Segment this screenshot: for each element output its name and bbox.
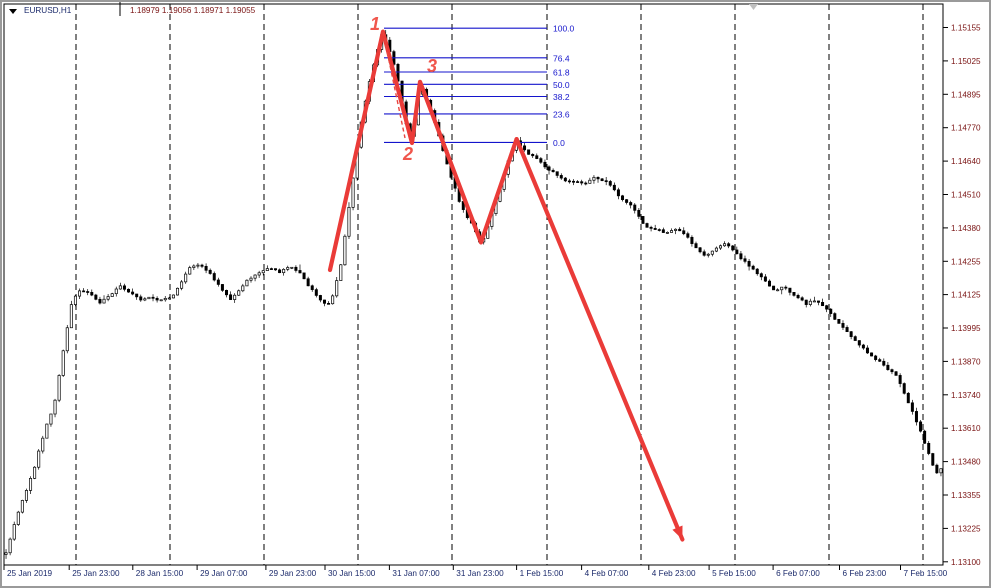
svg-text:50.0: 50.0	[553, 80, 570, 90]
svg-text:29 Jan 23:00: 29 Jan 23:00	[269, 569, 317, 578]
svg-text:1.14895: 1.14895	[951, 90, 981, 99]
svg-text:1.14125: 1.14125	[951, 291, 981, 300]
svg-text:1.13995: 1.13995	[951, 324, 981, 333]
svg-text:1.13870: 1.13870	[951, 357, 981, 366]
svg-text:1.13610: 1.13610	[951, 424, 981, 433]
svg-text:61.8: 61.8	[553, 68, 570, 78]
svg-text:25 Jan 2019: 25 Jan 2019	[7, 569, 53, 578]
svg-text:5 Feb 15:00: 5 Feb 15:00	[712, 569, 756, 578]
svg-text:EURUSD,H1: EURUSD,H1	[24, 6, 72, 15]
svg-text:31 Jan 07:00: 31 Jan 07:00	[392, 569, 440, 578]
svg-text:100.0: 100.0	[553, 24, 575, 34]
svg-text:1.18979 1.19056 1.18971 1.1905: 1.18979 1.19056 1.18971 1.19055	[130, 6, 256, 15]
svg-text:1.14770: 1.14770	[951, 124, 981, 133]
svg-text:0.0: 0.0	[553, 138, 565, 148]
svg-text:1.14640: 1.14640	[951, 157, 981, 166]
svg-text:1: 1	[370, 14, 380, 34]
svg-text:30 Jan 15:00: 30 Jan 15:00	[328, 569, 376, 578]
svg-text:1.14380: 1.14380	[951, 224, 981, 233]
svg-text:1.13740: 1.13740	[951, 391, 981, 400]
svg-text:6 Feb 07:00: 6 Feb 07:00	[776, 569, 820, 578]
svg-text:7 Feb 15:00: 7 Feb 15:00	[904, 569, 948, 578]
svg-text:6 Feb 23:00: 6 Feb 23:00	[843, 569, 887, 578]
svg-text:1.15155: 1.15155	[951, 24, 981, 33]
svg-text:31 Jan 23:00: 31 Jan 23:00	[456, 569, 504, 578]
svg-text:1.14510: 1.14510	[951, 191, 981, 200]
svg-text:3: 3	[427, 56, 437, 76]
svg-text:76.4: 76.4	[553, 53, 570, 63]
svg-text:1.13355: 1.13355	[951, 491, 981, 500]
svg-text:29 Jan 07:00: 29 Jan 07:00	[200, 569, 248, 578]
svg-text:1.13225: 1.13225	[951, 524, 981, 533]
svg-text:1 Feb 15:00: 1 Feb 15:00	[520, 569, 564, 578]
svg-text:25 Jan 23:00: 25 Jan 23:00	[72, 569, 120, 578]
svg-text:1.13100: 1.13100	[951, 558, 981, 567]
svg-text:28 Jan 15:00: 28 Jan 15:00	[136, 569, 184, 578]
svg-text:4 Feb 23:00: 4 Feb 23:00	[652, 569, 696, 578]
svg-text:1.15025: 1.15025	[951, 57, 981, 66]
svg-text:38.2: 38.2	[553, 92, 570, 102]
svg-text:1.14255: 1.14255	[951, 257, 981, 266]
svg-text:1.13480: 1.13480	[951, 458, 981, 467]
svg-text:4 Feb 07:00: 4 Feb 07:00	[585, 569, 629, 578]
svg-text:23.6: 23.6	[553, 109, 570, 119]
svg-text:2: 2	[402, 144, 413, 164]
